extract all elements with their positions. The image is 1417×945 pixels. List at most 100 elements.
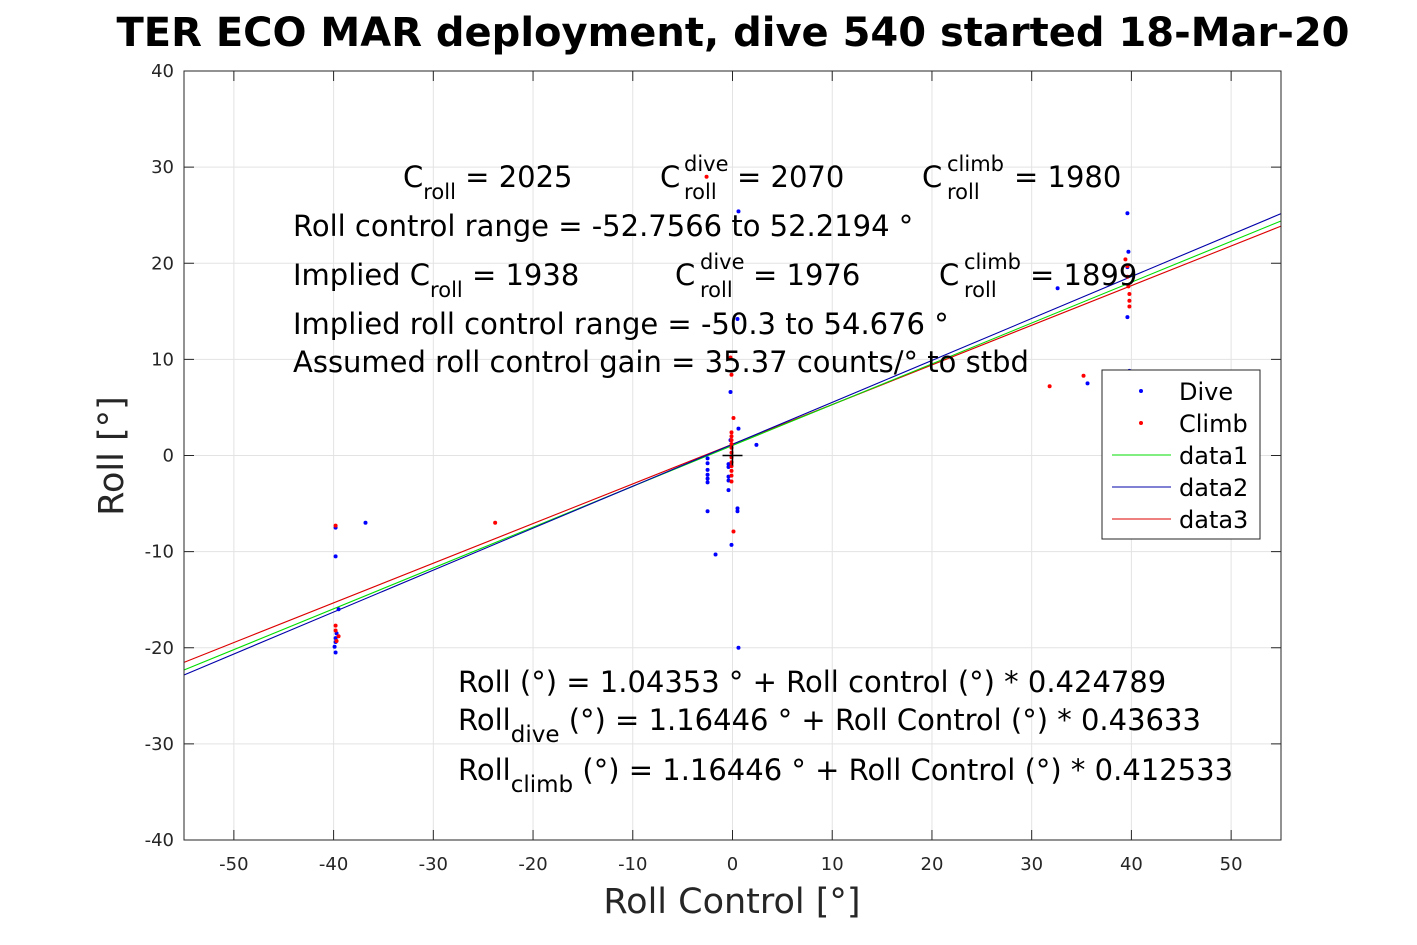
dive-point: [705, 480, 710, 485]
dive-point: [728, 390, 733, 395]
dive-point: [735, 509, 740, 514]
climb-point: [729, 372, 734, 377]
legend-label-data2: data2: [1179, 474, 1248, 502]
annotation-block: Croll = 2025 C dive roll = 2070 C climb …: [293, 152, 1233, 798]
y-tick-label: 30: [151, 157, 174, 178]
climb-point: [728, 355, 733, 360]
dive-point: [736, 209, 741, 214]
dive-point: [1126, 249, 1131, 254]
climb-point: [1125, 264, 1130, 269]
x-tick-label: 30: [1020, 854, 1043, 875]
climb-point: [729, 441, 734, 446]
annotation-implied-c-climb-sup: climb: [964, 250, 1021, 274]
annotation-fit-climb: Rollclimb (°) = 1.16446 ° + Roll Control…: [458, 753, 1233, 798]
climb-point: [493, 520, 498, 525]
climb-point: [336, 634, 341, 639]
annotation-implied-c-dive: C: [675, 258, 695, 292]
x-tick-label: 40: [1120, 854, 1143, 875]
dive-point: [336, 607, 341, 612]
annotation-c-roll: Croll = 2025: [403, 160, 573, 204]
legend-label-data1: data1: [1179, 442, 1248, 470]
x-tick-label: -50: [219, 854, 248, 875]
dive-point: [726, 462, 731, 467]
y-tick-label: 0: [163, 446, 174, 467]
dive-point: [333, 650, 338, 655]
chart-title: TER ECO MAR deployment, dive 540 started…: [116, 10, 1349, 56]
dive-point: [735, 317, 740, 322]
y-tick-label: -20: [145, 638, 174, 659]
annotation-implied-c-climb: C: [939, 258, 959, 292]
dive-point: [1055, 286, 1060, 291]
y-tick-label: 40: [151, 61, 174, 82]
legend-marker-climb: [1139, 421, 1143, 425]
x-tick-label: 20: [921, 854, 944, 875]
climb-point: [729, 479, 734, 484]
annotation-c-roll-climb: C: [922, 160, 942, 194]
dive-point: [705, 456, 710, 461]
data-points: [332, 174, 1132, 655]
dive-point: [736, 426, 741, 431]
climb-point: [729, 430, 734, 435]
x-tick-label: 50: [1220, 854, 1243, 875]
dive-point: [705, 467, 710, 472]
annotation-implied-c-dive-val: = 1976: [753, 258, 860, 292]
dive-point: [333, 554, 338, 559]
y-tick-label: 20: [151, 253, 174, 274]
x-tick-label: -30: [419, 854, 448, 875]
annotation-control-range: Roll control range = -52.7566 to 52.2194…: [293, 209, 913, 243]
climb-point: [1081, 373, 1086, 378]
annotation-implied-c-roll: Implied Croll = 1938: [293, 258, 579, 302]
legend: Dive Climb data1 data2 data3: [1101, 369, 1261, 540]
dive-point: [713, 552, 718, 557]
annotation-c-roll-dive-val: = 2070: [737, 160, 844, 194]
climb-point: [1127, 304, 1132, 309]
annotation-c-roll-climb-val: = 1980: [1014, 160, 1121, 194]
annotation-c-roll-dive: C: [660, 160, 680, 194]
dive-point: [729, 542, 734, 547]
legend-label-climb: Climb: [1179, 410, 1248, 438]
legend-marker-dive: [1139, 389, 1143, 393]
dive-point: [736, 645, 741, 650]
annotation-c-roll-dive-sup: dive: [684, 152, 729, 176]
y-tick-label: -40: [145, 830, 174, 851]
annotation-c-roll-climb-sup: climb: [947, 152, 1004, 176]
x-tick-label: -40: [319, 854, 348, 875]
dive-point: [705, 472, 710, 477]
annotation-control-gain: Assumed roll control gain = 35.37 counts…: [293, 345, 1029, 379]
dive-point: [726, 488, 731, 493]
dive-point: [1085, 381, 1090, 386]
climb-point: [729, 434, 734, 439]
axis-ticks: -50 -40 -30 -20 -10 0 10 20 30 40 50 -40 -30 -20 -10 0 1…: [145, 61, 1281, 875]
annotation-implied-c-dive-sub: roll: [700, 278, 733, 302]
dive-point: [705, 461, 710, 466]
dive-point: [1125, 211, 1130, 216]
annotation-fit-dive: Rolldive (°) = 1.16446 ° + Roll Control …: [458, 703, 1201, 748]
y-tick-label: -10: [145, 542, 174, 563]
climb-point: [1047, 384, 1052, 389]
x-tick-label: 0: [727, 854, 738, 875]
dive-point: [1125, 315, 1130, 320]
climb-point: [729, 438, 734, 443]
x-axis-label: Roll Control [°]: [603, 882, 860, 922]
annotation-implied-c-climb-val: = 1899: [1030, 258, 1137, 292]
y-tick-label: 10: [151, 349, 174, 370]
climb-point: [1127, 292, 1132, 297]
annotation-implied-range: Implied roll control range = -50.3 to 54…: [293, 307, 949, 341]
annotation-implied-c-dive-sup: dive: [700, 250, 745, 274]
climb-point: [333, 523, 338, 528]
x-tick-label: -20: [518, 854, 547, 875]
x-tick-label: -10: [618, 854, 647, 875]
dive-point: [705, 509, 710, 514]
legend-label-data3: data3: [1179, 506, 1248, 534]
x-tick-label: 10: [821, 854, 844, 875]
annotation-c-roll-dive-sub: roll: [684, 180, 717, 204]
climb-point: [729, 468, 734, 473]
dive-point: [735, 506, 740, 511]
climb-point: [333, 623, 338, 628]
dive-point: [705, 476, 710, 481]
climb-point: [729, 473, 734, 478]
y-tick-label: -30: [145, 734, 174, 755]
dive-point: [754, 442, 759, 447]
annotation-c-roll-climb-sub: roll: [947, 180, 980, 204]
